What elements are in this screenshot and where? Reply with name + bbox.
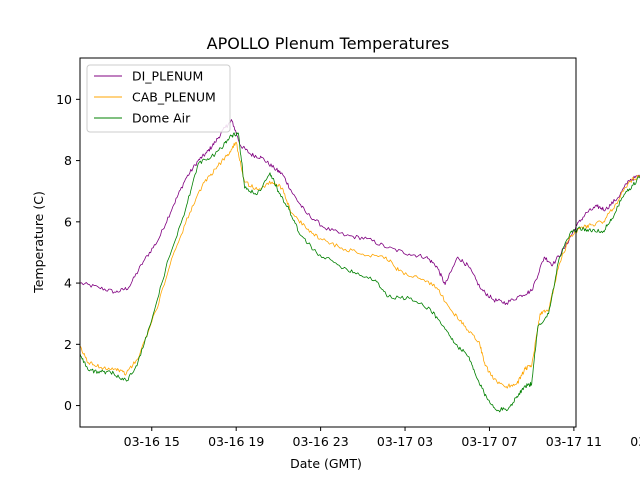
y-tick-label: 10 [56,92,72,107]
chart-title: APOLLO Plenum Temperatures [207,34,450,53]
x-tick-label: 03-17 11 [546,434,602,449]
plot-frame [79,57,577,428]
y-tick-label: 8 [64,153,72,168]
x-axis-label: Date (GMT) [290,456,362,471]
legend-box [86,64,231,133]
x-tick-label: 03-16 19 [208,434,264,449]
series-line-di-plenum [79,119,640,306]
x-tick-label: 03-16 15 [124,434,180,449]
x-tick-label: 03-16 23 [293,434,349,449]
series-line-dome-air [79,132,640,413]
series-line-cab-plenum [79,141,640,389]
x-tick-label: 03-17 15 [630,434,640,449]
legend-label: Dome Air [132,111,191,126]
x-axis: 03-16 15 03-16 19 03-16 23 03-17 03 03-17 07… [124,427,640,449]
series-layer [79,119,640,413]
x-tick-label: 03-17 03 [377,434,433,449]
legend-label: DI_PLENUM [132,69,203,84]
y-tick-label: 0 [64,398,72,413]
y-axis: 0 2 4 6 8 10 [56,92,80,413]
y-tick-label: 2 [64,337,72,352]
y-tick-label: 6 [64,214,72,229]
legend-label: CAB_PLENUM [132,90,216,105]
legend: DI_PLENUM CAB_PLENUM Dome Air [86,64,231,133]
x-tick-label: 03-17 07 [461,434,517,449]
y-tick-label: 4 [64,276,72,291]
y-axis-label: Temperature (C) [31,191,46,294]
